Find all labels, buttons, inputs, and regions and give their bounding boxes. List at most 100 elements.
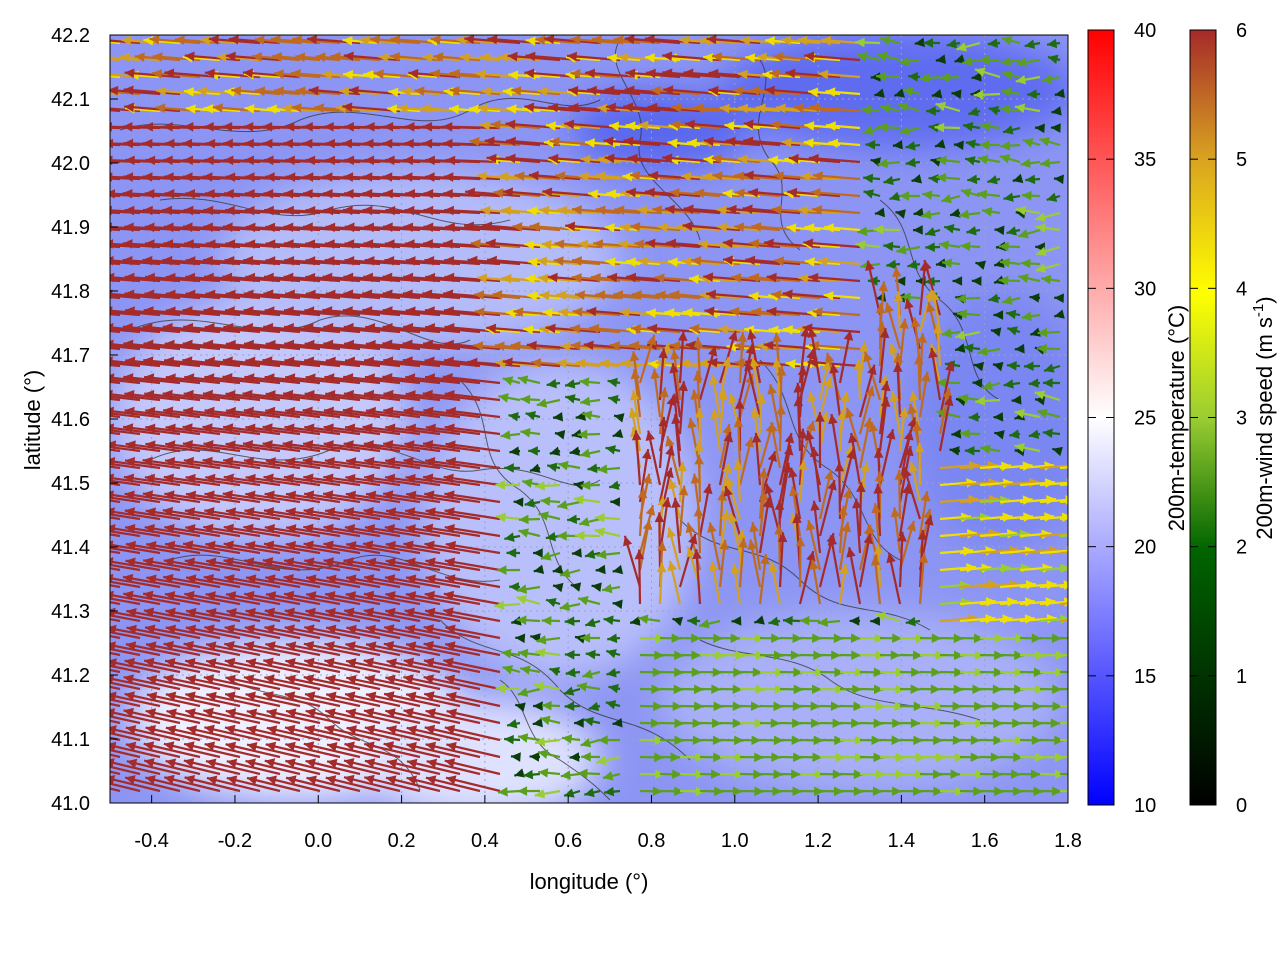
wind-vector-head [264,607,276,618]
wind-vector-head [609,480,620,491]
wind-vector-head [144,657,155,668]
wind-vector-head [206,775,218,785]
wind-vector-head [110,691,117,702]
wind-vector-head [165,624,177,635]
wind-vector-head [936,377,947,388]
wind-vector-head [386,725,397,735]
wind-vector-head [533,701,543,711]
wind-vector-head [583,716,594,727]
wind-vector-head [182,356,193,366]
wind-vector-head [285,741,296,752]
wind-vector-head [565,379,576,389]
wind-vector [263,692,321,708]
wind-vector-head [790,650,801,661]
wind-vector-head [246,708,258,718]
wind-vector-head [443,306,454,316]
wind-vector-head [264,624,275,634]
wind-vector-head [654,512,665,523]
wind-vector-head [856,482,866,492]
wind-vector-head [265,574,276,584]
wind-vector-head [546,378,557,389]
wind-vector-head [560,341,571,352]
wind-vector-head [245,222,256,233]
wind-vector-head [205,758,217,768]
wind-vector-head [525,51,536,62]
wind-vector-head [569,752,580,762]
wind-vector-head [245,239,256,249]
wind-vector-head [444,523,455,534]
wind-vector-head [405,189,416,199]
wind-vector-head [662,68,673,78]
wind-vector-head [144,222,155,233]
wind-vector-head [245,691,256,701]
wind-vector-head [774,256,785,266]
wind-vector-head [205,540,216,551]
wind-vector-head [687,418,697,429]
wind-vector-head [231,86,242,96]
wind-vector-head [661,497,672,508]
wind-vector-head [782,615,793,626]
wind-vector-head [362,172,373,182]
wind-vector-head [383,440,394,450]
wind-vector-head [1035,223,1046,233]
x-axis-label: longitude (°) [530,869,649,894]
wind-vector-head [754,633,765,644]
wind-vector-head [897,531,907,542]
wind-vector-head [304,306,315,316]
wind-vector-head [928,347,938,359]
wind-vector [110,681,141,691]
wind-vector-head [1006,309,1017,320]
wind-vector-head [506,104,517,114]
wind-vector-head [445,406,457,417]
wind-vector-head [110,490,114,500]
wind-vector-head [125,155,135,166]
wind-vector-head [854,37,865,48]
wind-vector-head [82,323,92,333]
wind-vector-head [751,307,762,317]
wind-vector-head [872,786,883,797]
wind-vector-head [425,775,437,785]
wind-vector-head [163,122,173,132]
wind-vector-head [284,122,295,132]
wind-vector-head [879,328,890,339]
wind-vector-head [185,524,196,534]
wind-vector-head [792,701,803,712]
wind-vector-head [384,523,395,534]
wind-vector-head [164,68,175,79]
wind-vector-head [787,187,798,198]
wind-vector-head [894,88,905,98]
wind-vector-head [914,442,925,453]
wind-vector-head [345,708,357,718]
wind-vector-head [905,157,916,168]
wind-vector-head [702,171,713,182]
wind-vector-head [842,488,853,499]
wind-vector-head [953,140,964,151]
wind-vector-head [798,205,809,216]
wind-vector-head [823,291,834,301]
x-tick-label: 0.6 [554,830,582,852]
wind-vector-head [911,174,922,184]
wind-vector-head [914,37,925,48]
wind-vector-head [958,393,969,404]
wind-vector-head [953,684,964,695]
wind-vector-head [834,667,845,678]
wind-vector-head [743,119,754,130]
wind-vector-head [694,408,705,418]
wind-vector-head [425,741,437,752]
wind-vector-head [265,390,276,400]
wind-vector-head [469,136,480,147]
x-tick-label: 1.6 [971,830,999,852]
wind-vector-head [405,591,417,601]
wind-vector-head [283,573,294,584]
wind-vector-head [314,103,325,113]
wind-vector-head [852,684,862,695]
wind-vector-head [768,616,779,627]
wind-vector [110,41,121,45]
wind-vector-head [733,667,743,678]
wind-vector-head [226,775,238,785]
wind-vector-head [1016,57,1027,67]
wind-vector-head [748,187,759,198]
wind-vector-head [773,769,784,780]
wind-vector-head [286,524,297,534]
wind-vector-head [768,155,779,166]
